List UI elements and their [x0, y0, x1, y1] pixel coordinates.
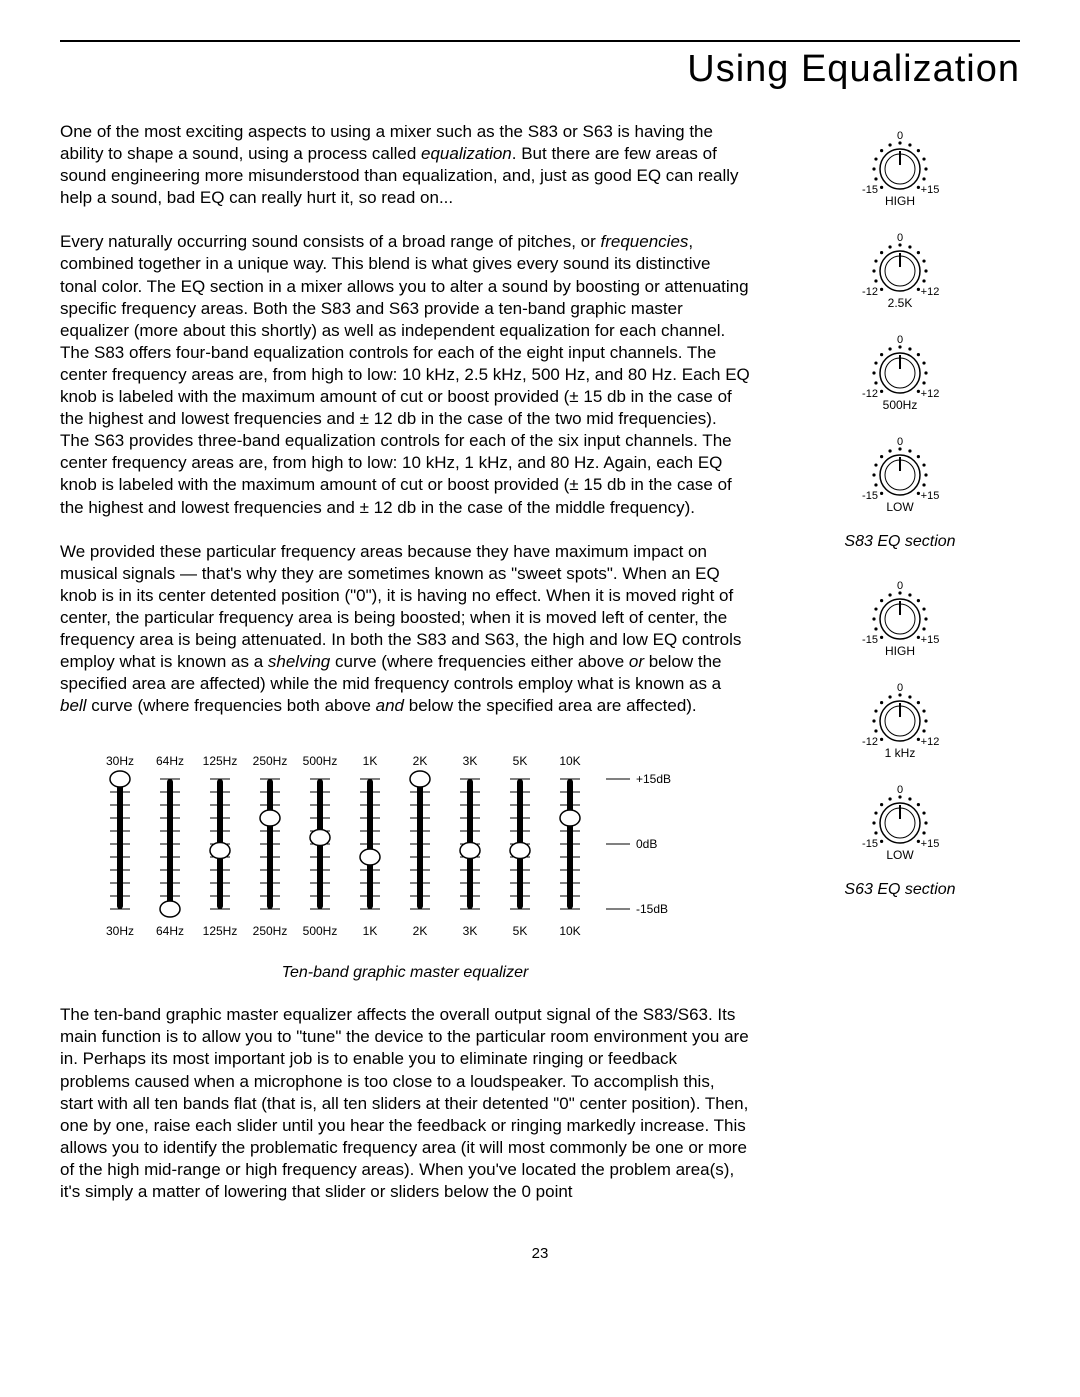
eq-knob: 0 -12 +12 2.5K: [845, 223, 955, 315]
svg-text:+15: +15: [921, 838, 940, 850]
svg-text:5K: 5K: [513, 754, 528, 768]
svg-text:-15dB: -15dB: [636, 902, 668, 916]
svg-text:+15: +15: [921, 490, 940, 502]
svg-text:1K: 1K: [363, 754, 378, 768]
eq-knob: 0 -15 +15 HIGH: [845, 571, 955, 663]
svg-text:125Hz: 125Hz: [203, 924, 238, 938]
svg-text:-12: -12: [862, 736, 878, 748]
svg-text:30Hz: 30Hz: [106, 924, 134, 938]
svg-text:-15: -15: [862, 634, 878, 646]
svg-text:3K: 3K: [463, 754, 478, 768]
eq-knob: 0 -12 +12 1 kHz: [845, 673, 955, 765]
p2-b: , combined together in a unique way. Thi…: [60, 232, 750, 516]
svg-text:500Hz: 500Hz: [883, 398, 918, 412]
svg-text:-12: -12: [862, 388, 878, 400]
page-title: Using Equalization: [60, 48, 1020, 91]
svg-text:64Hz: 64Hz: [156, 924, 184, 938]
page: Using Equalization One of the most excit…: [0, 0, 1080, 1292]
paragraph-3: We provided these particular frequency a…: [60, 541, 750, 718]
eq-knob-icon: 0 -12 +12 2.5K: [845, 223, 955, 315]
eq-knob: 0 -15 +15 LOW: [845, 775, 955, 867]
graphic-eq-diagram: 30Hz 30Hz 64Hz 64Hz 125Hz 125Hz 250Hz 250Hz 500H…: [60, 739, 680, 949]
paragraph-2: Every naturally occurring sound consists…: [60, 231, 750, 518]
svg-text:0: 0: [897, 682, 903, 694]
page-number: 23: [60, 1245, 1020, 1262]
paragraph-1: One of the most exciting aspects to usin…: [60, 121, 750, 209]
svg-text:HIGH: HIGH: [885, 194, 915, 208]
svg-text:2K: 2K: [413, 754, 428, 768]
svg-text:0: 0: [897, 334, 903, 346]
graphic-eq-block: 30Hz 30Hz 64Hz 64Hz 125Hz 125Hz 250Hz 250Hz 500H…: [60, 739, 750, 984]
svg-text:0dB: 0dB: [636, 837, 657, 851]
eq-knob-icon: 0 -15 +15 LOW: [845, 427, 955, 519]
p3-e: below the specified area are affected).: [404, 696, 697, 715]
svg-text:+12: +12: [921, 286, 940, 298]
s63-knobs: 0 -15 +15 HIGH 0 -12 +12 1 kHz 0 -15 +15 LOW: [845, 571, 955, 877]
svg-text:10K: 10K: [559, 754, 580, 768]
svg-text:2K: 2K: [413, 924, 428, 938]
svg-text:5K: 5K: [513, 924, 528, 938]
text-column: One of the most exciting aspects to usin…: [60, 121, 750, 1225]
p3-b: curve (where frequencies either above: [330, 652, 629, 671]
p3-i3: bell: [60, 696, 86, 715]
svg-text:0: 0: [897, 130, 903, 142]
content-columns: One of the most exciting aspects to usin…: [60, 121, 1020, 1225]
svg-text:-15: -15: [862, 184, 878, 196]
svg-text:1K: 1K: [363, 924, 378, 938]
svg-text:HIGH: HIGH: [885, 644, 915, 658]
svg-text:500Hz: 500Hz: [303, 754, 338, 768]
svg-text:+15: +15: [921, 184, 940, 196]
p2-i1: frequencies: [601, 232, 689, 251]
eq-knob-icon: 0 -15 +15 LOW: [845, 775, 955, 867]
eq-knob-icon: 0 -15 +15 HIGH: [845, 121, 955, 213]
p2-a: Every naturally occurring sound consists…: [60, 232, 601, 251]
svg-text:500Hz: 500Hz: [303, 924, 338, 938]
svg-text:-15: -15: [862, 838, 878, 850]
svg-text:+12: +12: [921, 736, 940, 748]
p3-i1: shelving: [268, 652, 330, 671]
eq-knob: 0 -12 +12500Hz: [845, 325, 955, 417]
svg-text:-15: -15: [862, 490, 878, 502]
eq-knob-icon: 0 -15 +15 HIGH: [845, 571, 955, 663]
s63-caption: S63 EQ section: [844, 881, 955, 899]
svg-text:2.5K: 2.5K: [888, 296, 913, 310]
p3-i4: and: [376, 696, 404, 715]
eq-knob: 0 -15 +15 HIGH: [845, 121, 955, 213]
graphic-eq-caption: Ten-band graphic master equalizer: [60, 963, 750, 984]
svg-text:250Hz: 250Hz: [253, 924, 288, 938]
svg-text:1 kHz: 1 kHz: [885, 746, 916, 760]
eq-knob: 0 -15 +15 LOW: [845, 427, 955, 519]
svg-text:LOW: LOW: [886, 500, 914, 514]
s83-knobs: 0-15+15HIGH0-12+122.5K0-12+12500Hz0-15+1…: [845, 121, 955, 529]
svg-text:3K: 3K: [463, 924, 478, 938]
svg-text:125Hz: 125Hz: [203, 754, 238, 768]
eq-knob-icon: 0 -12 +12 1 kHz: [845, 673, 955, 765]
svg-text:-12: -12: [862, 286, 878, 298]
figure-column: 0-15+15HIGH0-12+122.5K0-12+12500Hz0-15+1…: [780, 121, 1020, 1225]
svg-text:LOW: LOW: [886, 848, 914, 862]
paragraph-4: The ten-band graphic master equalizer af…: [60, 1004, 750, 1203]
svg-text:0: 0: [897, 436, 903, 448]
p3-i2: or: [629, 652, 644, 671]
s83-caption: S83 EQ section: [844, 533, 955, 551]
svg-text:64Hz: 64Hz: [156, 754, 184, 768]
p1-i1: equalization: [421, 144, 512, 163]
svg-text:0: 0: [897, 784, 903, 796]
top-rule: [60, 40, 1020, 42]
svg-text:250Hz: 250Hz: [253, 754, 288, 768]
svg-text:10K: 10K: [559, 924, 580, 938]
p3-d: curve (where frequencies both above: [86, 696, 375, 715]
svg-text:0: 0: [897, 580, 903, 592]
eq-knob-icon: 0 -12 +12500Hz: [845, 325, 955, 417]
svg-text:+15: +15: [921, 634, 940, 646]
svg-text:0: 0: [897, 232, 903, 244]
svg-text:30Hz: 30Hz: [106, 754, 134, 768]
svg-text:+12: +12: [921, 388, 940, 400]
svg-text:+15dB: +15dB: [636, 772, 671, 786]
